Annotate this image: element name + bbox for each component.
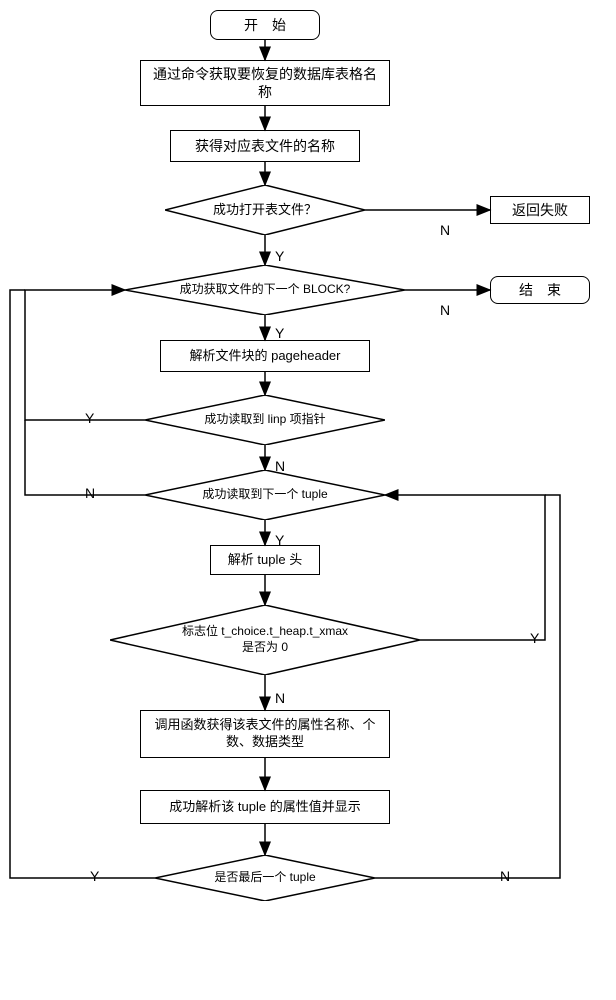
node-get-attrs: 调用函数获得该表文件的属性名称、个数、数据类型 [140,710,390,758]
edge-label-d4-y: Y [275,532,284,548]
node-start-label: 开 始 [244,15,286,35]
edge-label-d1-n: N [440,222,450,238]
node-start: 开 始 [210,10,320,40]
edge-label-d3-y: Y [85,410,94,426]
edge-label-d6-y: Y [90,868,99,884]
node-parse-display: 成功解析该 tuple 的属性值并显示 [140,790,390,824]
edge-label-d2-n: N [440,302,450,318]
node-end: 结 束 [490,276,590,304]
edge-label-d6-n: N [500,868,510,884]
node-parse-pageheader-label: 解析文件块的 pageheader [189,348,340,365]
node-parse-display-label: 成功解析该 tuple 的属性值并显示 [169,799,360,816]
node-next-block: 成功获取文件的下一个 BLOCK? [125,265,405,315]
node-end-label: 结 束 [519,280,561,300]
node-parse-pageheader: 解析文件块的 pageheader [160,340,370,372]
edge-label-d1-y: Y [275,248,284,264]
node-last-tuple: 是否最后一个 tuple [155,855,375,901]
node-parse-tuple-head: 解析 tuple 头 [210,545,320,575]
flowchart-canvas: 开 始 通过命令获取要恢复的数据库表格名称 获得对应表文件的名称 成功打开表文件… [0,0,616,1000]
node-open-file: 成功打开表文件？ [165,185,365,235]
node-get-file-name: 获得对应表文件的名称 [170,130,360,162]
edge-label-d2-y: Y [275,325,284,341]
node-get-file-name-label: 获得对应表文件的名称 [195,137,335,155]
node-fail: 返回失败 [490,196,590,224]
node-fail-label: 返回失败 [512,201,568,219]
node-get-table-name: 通过命令获取要恢复的数据库表格名称 [140,60,390,106]
edge-label-d3-n: N [275,458,285,474]
node-get-table-name-label: 通过命令获取要恢复的数据库表格名称 [149,65,381,101]
node-read-tuple: 成功读取到下一个 tuple [145,470,385,520]
edge-label-d4-n: N [85,485,95,501]
edge-label-d5-y: Y [530,630,539,646]
edge-label-d5-n: N [275,690,285,706]
node-get-attrs-label: 调用函数获得该表文件的属性名称、个数、数据类型 [149,717,381,751]
node-check-xmax: 标志位 t_choice.t_heap.t_xmax 是否为 0 [110,605,420,675]
node-parse-tuple-head-label: 解析 tuple 头 [228,552,302,569]
node-read-linp: 成功读取到 linp 项指针 [145,395,385,445]
